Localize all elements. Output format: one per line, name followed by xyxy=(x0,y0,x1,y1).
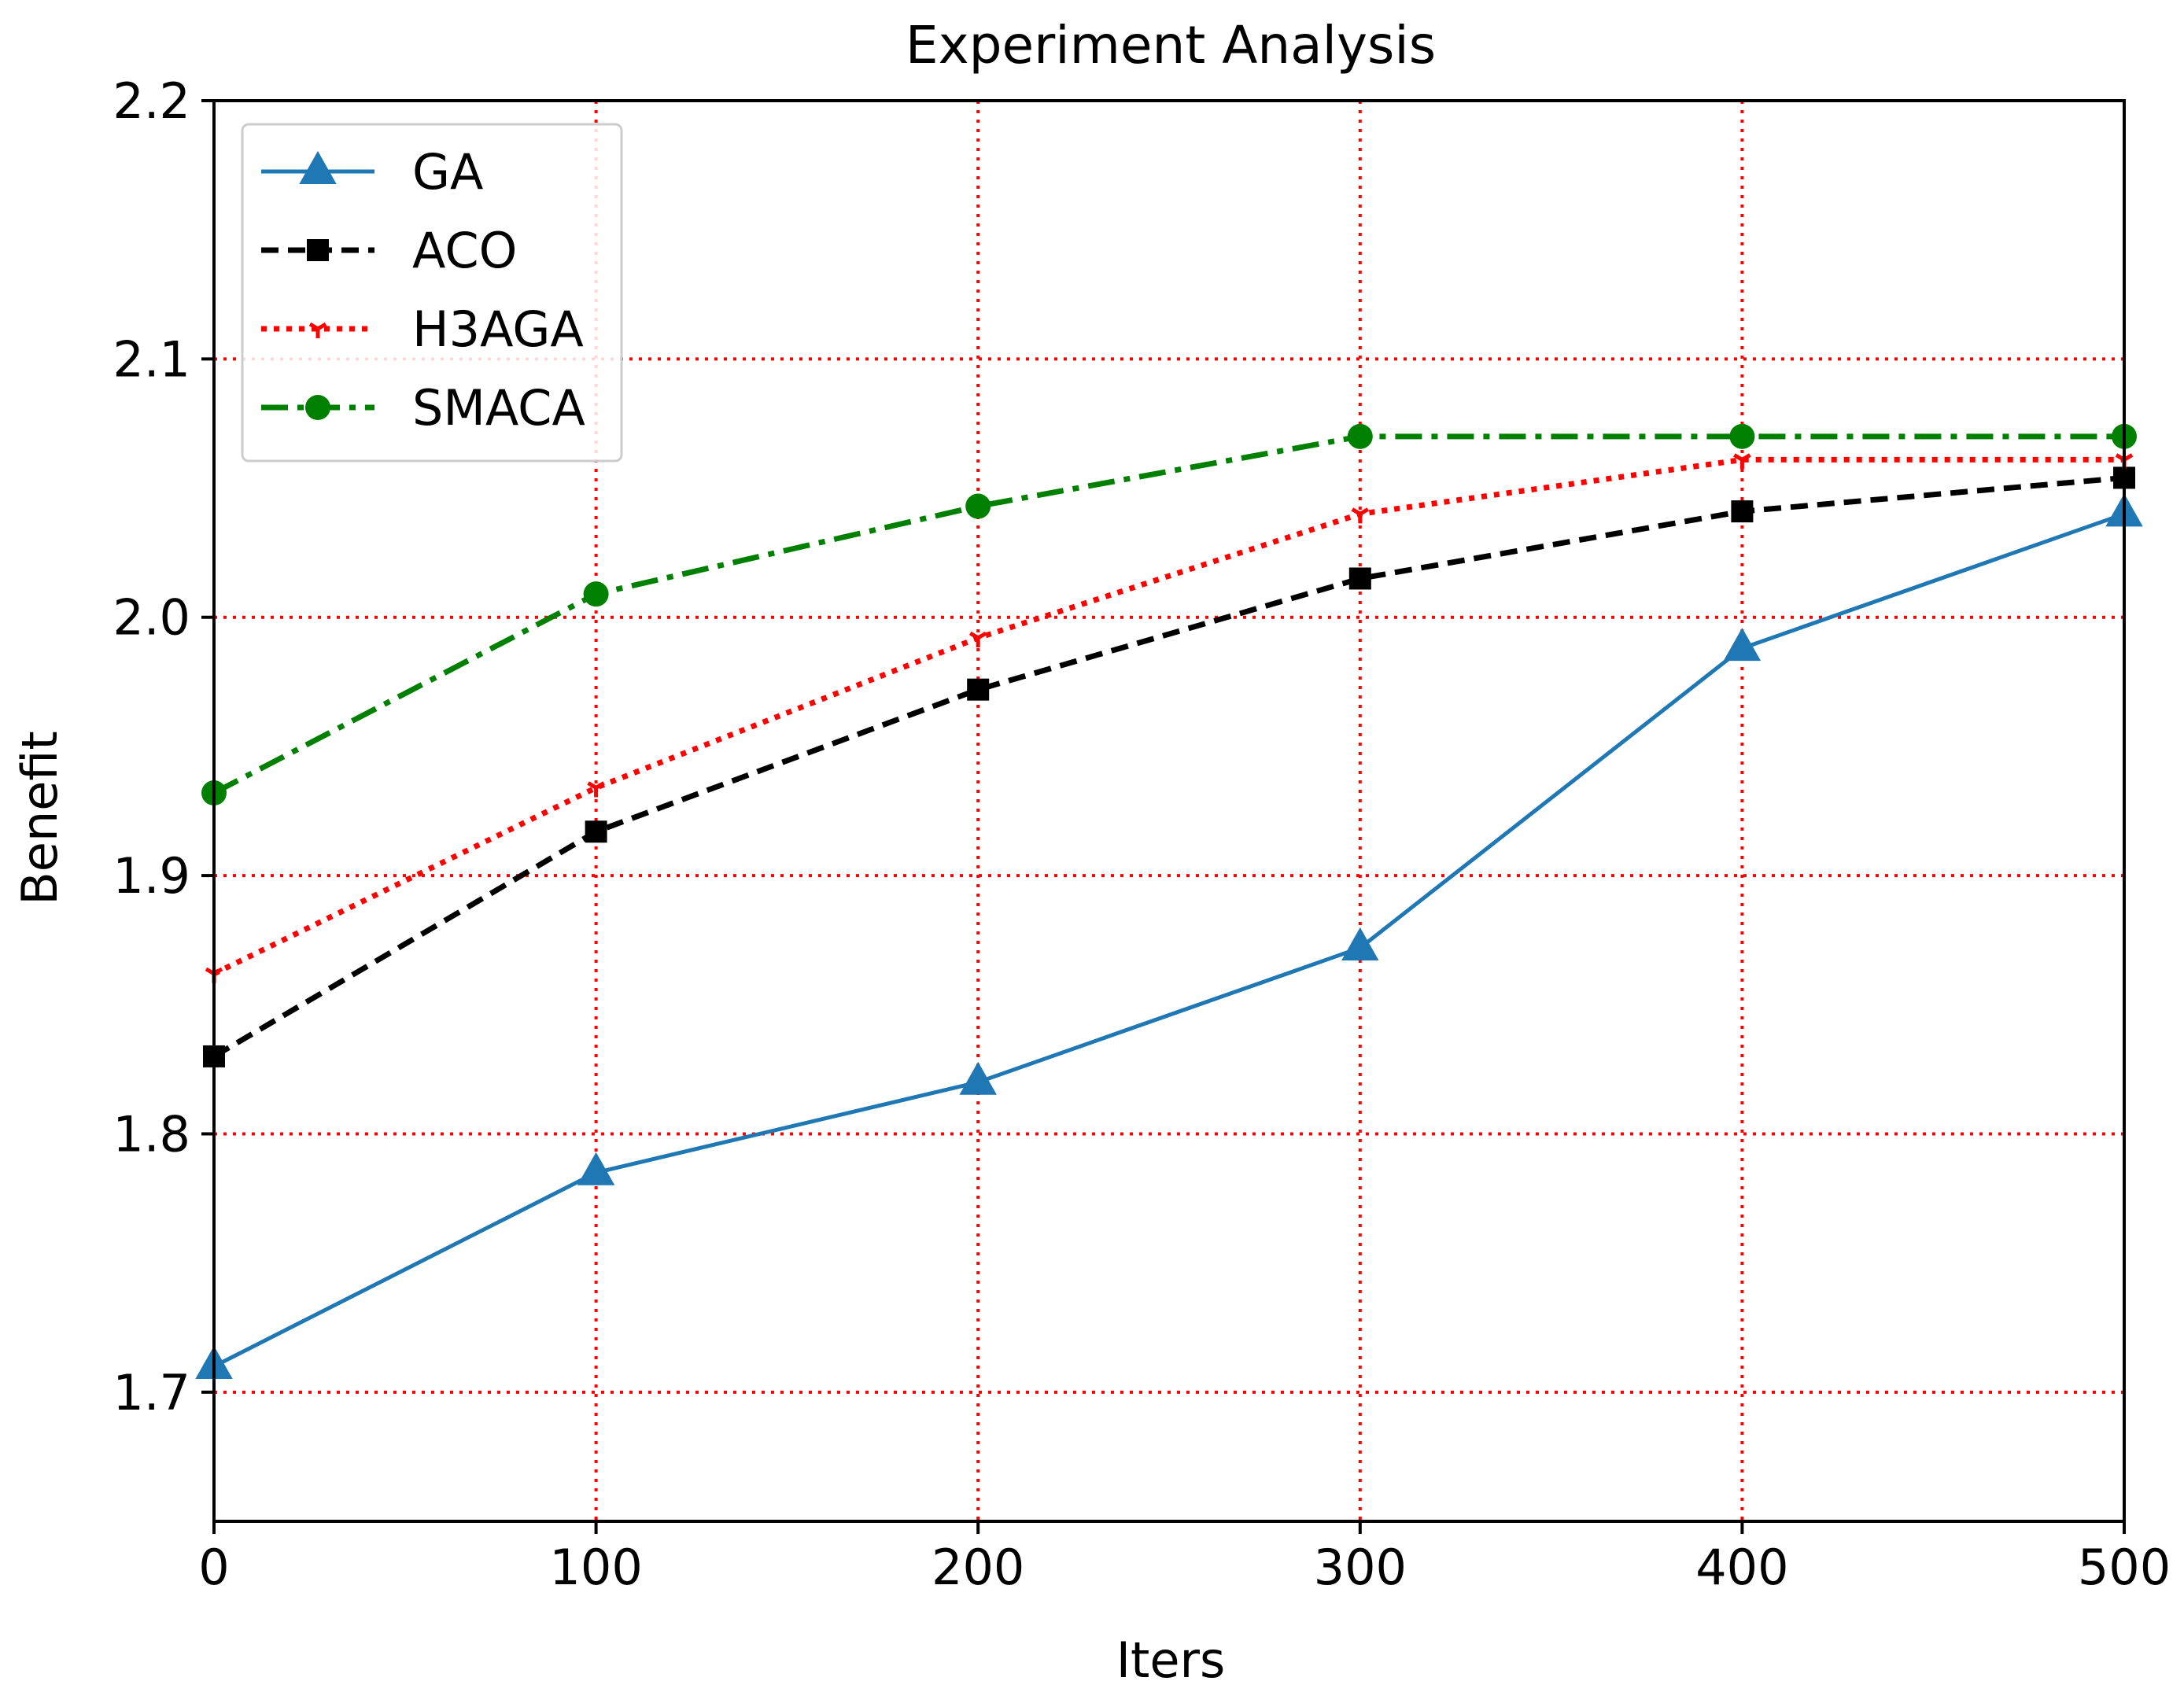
data-point-ga xyxy=(1723,628,1762,662)
y-tick-label: 1.9 xyxy=(113,847,190,905)
y-tick-label: 1.7 xyxy=(113,1364,190,1421)
x-tick-label: 500 xyxy=(2078,1539,2171,1596)
legend-item-ga: GA xyxy=(261,143,483,201)
legend-marker-aco xyxy=(307,239,329,261)
legend-label-smaca: SMACA xyxy=(412,379,585,437)
data-point-ga xyxy=(959,1061,997,1095)
y-tick-label: 2.2 xyxy=(113,72,190,130)
data-point-h3aga xyxy=(587,781,605,798)
legend-item-aco: ACO xyxy=(261,222,517,279)
data-point-aco xyxy=(1731,500,1754,523)
data-point-smaca xyxy=(965,493,991,519)
y-tick-label: 1.8 xyxy=(113,1105,190,1163)
data-point-h3aga xyxy=(968,631,987,647)
series-line-h3aga xyxy=(212,456,2124,977)
y-tick-label: 2.1 xyxy=(113,330,190,388)
data-point-aco xyxy=(1348,567,1371,590)
data-point-aco xyxy=(967,678,990,701)
legend-label-aco: ACO xyxy=(412,222,517,279)
data-point-ga xyxy=(1341,927,1379,961)
legend-marker-smaca xyxy=(305,395,330,420)
x-tick-label: 200 xyxy=(932,1539,1024,1596)
legend: GA ACO H3AGA SMACA xyxy=(241,123,623,463)
data-point-smaca xyxy=(583,581,609,607)
legend-box xyxy=(241,123,623,463)
x-axis-label: Iters xyxy=(1116,1631,1226,1689)
data-point-h3aga xyxy=(1733,453,1751,470)
legend-label-h3aga: H3AGA xyxy=(412,300,584,358)
x-tick-label: 400 xyxy=(1695,1539,1788,1596)
series-line-aco xyxy=(212,474,2125,1059)
legend-item-h3aga: H3AGA xyxy=(261,300,584,358)
data-point-smaca xyxy=(1347,423,1373,449)
axis-ticks: 0 100 200 300 400 500 1.7 1.8 1.9 2.0 2.1 2.2 xyxy=(113,72,2171,1596)
y-axis-label: Benefit xyxy=(11,731,68,905)
plot-frame xyxy=(212,99,2126,1523)
legend-marker-h3aga xyxy=(308,322,327,338)
data-point-ga xyxy=(577,1152,615,1185)
series-h3aga xyxy=(205,453,2134,983)
chart-title: Experiment Analysis xyxy=(906,15,1436,76)
series-line-ga xyxy=(212,512,2125,1369)
legend-marker-ga xyxy=(299,150,337,184)
legend-item-smaca: SMACA xyxy=(261,379,585,437)
data-point-smaca xyxy=(1729,423,1755,449)
y-tick-label: 2.0 xyxy=(113,589,190,647)
data-point-aco xyxy=(585,820,607,843)
legend-label-ga: GA xyxy=(412,143,483,201)
x-tick-label: 0 xyxy=(198,1539,229,1596)
data-point-h3aga xyxy=(1351,507,1370,524)
x-tick-label: 100 xyxy=(549,1539,642,1596)
x-tick-label: 300 xyxy=(1314,1539,1407,1596)
